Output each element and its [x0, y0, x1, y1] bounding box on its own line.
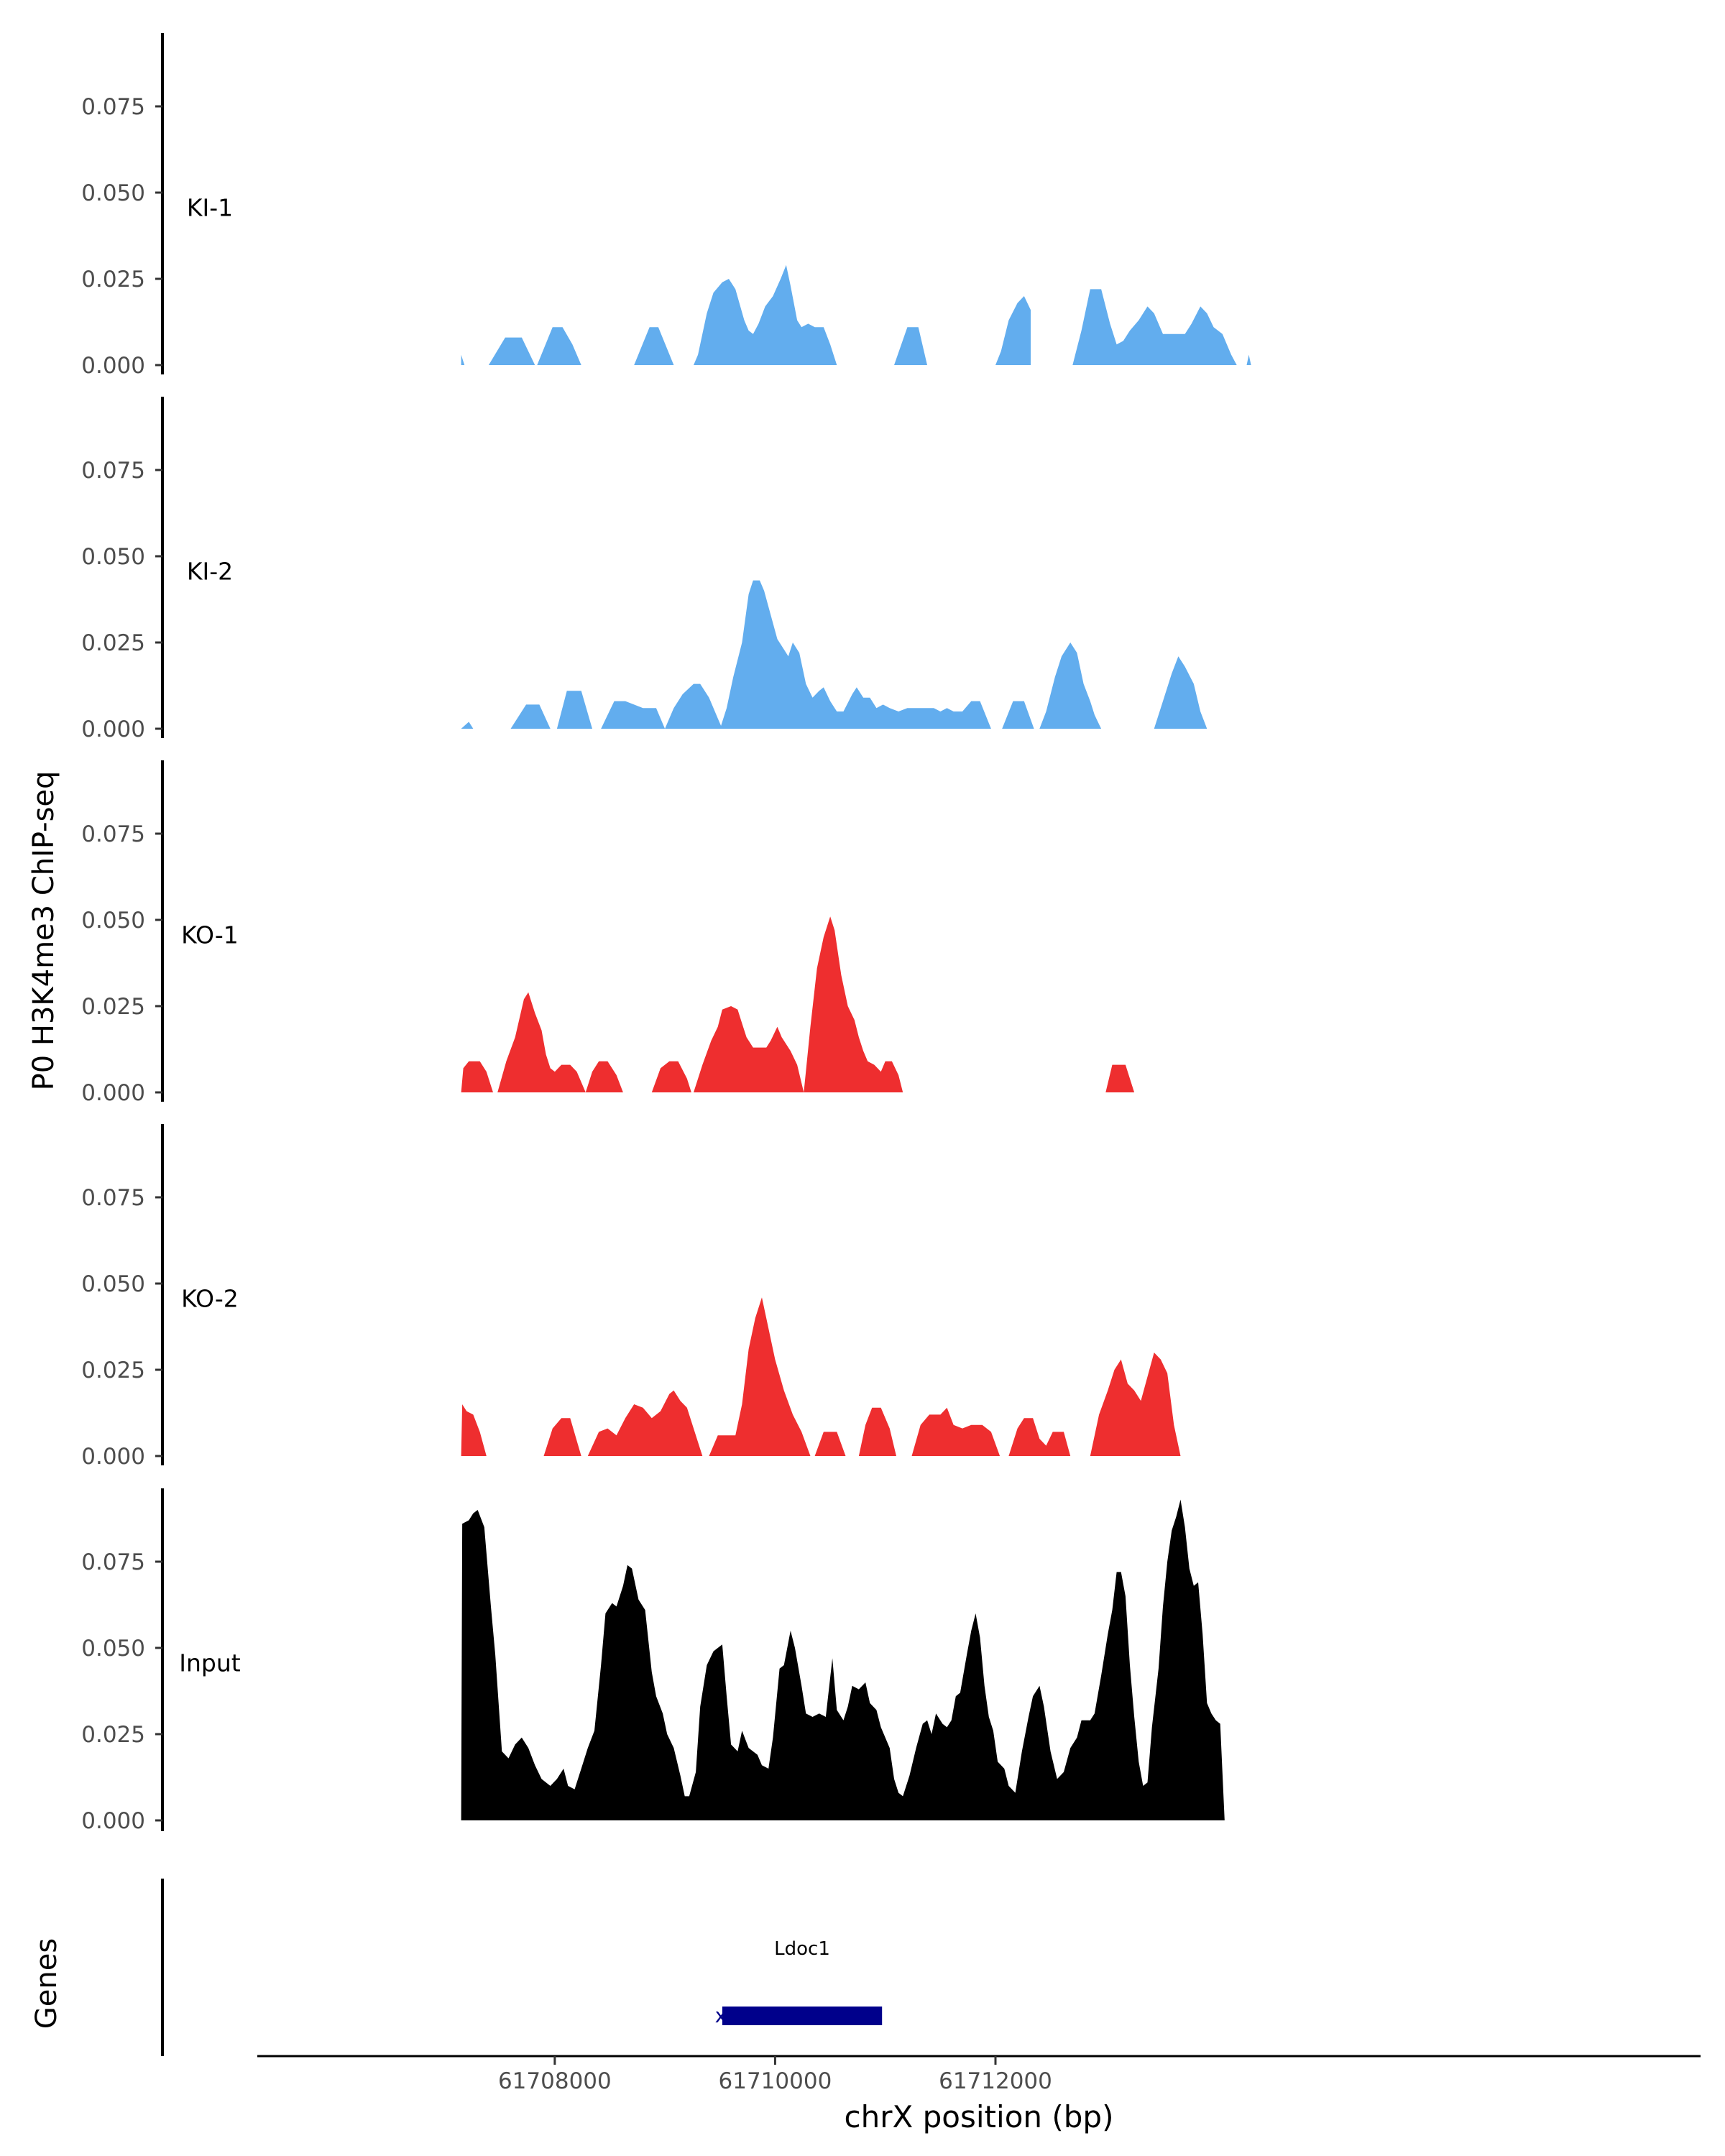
y-tick-label: 0.025: [81, 267, 145, 292]
y-tick-label: 0.000: [81, 353, 145, 379]
y-tick-label: 0.075: [81, 1549, 145, 1575]
area-peak-ki-2: [461, 722, 474, 729]
track-label-ko-1: KO-1: [181, 921, 239, 949]
x-axis-title: chrX position (bp): [845, 2099, 1114, 2134]
area-peak-ki-1: [894, 327, 927, 365]
x-ticks: 61708000 61710000 61712000: [498, 2056, 1052, 2094]
area-peak-ko-1: [804, 916, 903, 1092]
track-label-ko-2: KO-2: [181, 1285, 239, 1313]
y-tick-label: 0.025: [81, 1358, 145, 1383]
area-peak-ko-2: [709, 1297, 811, 1456]
x-tick-label: 61710000: [719, 2068, 832, 2094]
track-label-ki-1: KI-1: [187, 194, 233, 222]
area-peak-ko-2: [814, 1432, 846, 1456]
y-tick-label: 0.000: [81, 1080, 145, 1106]
y-tick-label: 0.025: [81, 994, 145, 1020]
area-peak-ki-1: [537, 327, 581, 365]
area-peak-ki-1: [1246, 354, 1251, 365]
y-tick-label: 0.075: [81, 821, 145, 847]
track-label-ki-2: KI-2: [187, 558, 233, 586]
y-tick-label: 0.000: [81, 717, 145, 742]
y-tick-label: 0.050: [81, 180, 145, 206]
gene-strand-marker: x: [715, 2004, 727, 2027]
area-peak-ki-2: [1154, 656, 1208, 729]
area-peak-ki-2: [1002, 701, 1034, 729]
tracks-layer: 0.0000.0250.0500.075KI-10.0000.0250.0500…: [81, 33, 1251, 1834]
area-peak-ko-2: [543, 1418, 581, 1456]
area-peak-ki-2: [665, 683, 722, 729]
area-peak-ko-2: [587, 1390, 703, 1456]
area-peak-ki-2: [556, 691, 592, 729]
track-ko-2: 0.000 0.025 0.050 0.075 KO-2: [81, 1124, 1181, 1470]
y-tick-label: 0.025: [81, 1722, 145, 1748]
y-tick-label: 0.075: [81, 1185, 145, 1211]
area-peak-ko-2: [461, 1404, 487, 1456]
y-tick-label: 0.075: [81, 458, 145, 484]
area-peak-ki-2: [601, 701, 666, 729]
area-peak-ko-1: [497, 992, 586, 1092]
gene-label: Ldoc1: [774, 1938, 830, 1960]
area-peak-ki-2: [510, 704, 551, 729]
track-ki-1: 0.000 0.025 0.050 0.075 KI-1: [81, 33, 1251, 379]
y-axis-title: P0 H3K4me3 ChIP-seq: [27, 771, 60, 1091]
gene-panel: Ldoc1 x: [161, 1879, 883, 2056]
x-axis: 61708000 61710000 61712000 chrX position (…: [257, 2055, 1701, 2134]
track-ko-1: 0.000 0.025 0.050 0.075 KO-1: [81, 760, 1135, 1106]
y-tick-label: 0.025: [81, 630, 145, 656]
area-peak-ko-2: [858, 1407, 896, 1456]
area-peak-ki-1: [488, 337, 535, 365]
area-peak-ki-1: [995, 296, 1031, 365]
y-tick-label: 0.075: [81, 94, 145, 120]
track-label-input: Input: [179, 1649, 241, 1677]
area-peak-ko-1: [651, 1061, 691, 1092]
area-peak-ko-2: [911, 1407, 1000, 1456]
area-peak-ki-2: [719, 580, 991, 729]
area-peak-ko-2: [1008, 1418, 1071, 1456]
y-tick-label: 0.000: [81, 1808, 145, 1834]
area-peak-ko-2: [1090, 1353, 1181, 1456]
x-tick-label: 61708000: [498, 2068, 612, 2094]
area-peak-ko-1: [461, 1061, 493, 1092]
area-peak-ko-1: [694, 1006, 804, 1092]
y-tick-label: 0.050: [81, 908, 145, 934]
area-peak-ko-1: [585, 1061, 623, 1092]
area-peak-ki-1: [1072, 289, 1237, 365]
area-peak-ki-2: [1039, 642, 1102, 729]
y-tick-label: 0.050: [81, 1636, 145, 1662]
area-peak-ki-1: [634, 327, 674, 365]
genes-axis-title: Genes: [30, 1938, 63, 2029]
y-tick-label: 0.050: [81, 544, 145, 570]
y-tick-label: 0.050: [81, 1271, 145, 1297]
area-peak-ko-1: [1105, 1064, 1135, 1092]
area-peak-ki-1: [461, 354, 465, 365]
area-peak-ki-1: [694, 264, 837, 365]
area-peak-input: [461, 1499, 1225, 1820]
x-tick-label: 61712000: [939, 2068, 1052, 2094]
track-input: 0.000 0.025 0.050 0.075 Input: [81, 1488, 1225, 1834]
track-ki-2: 0.000 0.025 0.050 0.075 KI-2: [81, 397, 1208, 742]
y-tick-label: 0.000: [81, 1444, 145, 1470]
gene-bar: [722, 2007, 883, 2025]
